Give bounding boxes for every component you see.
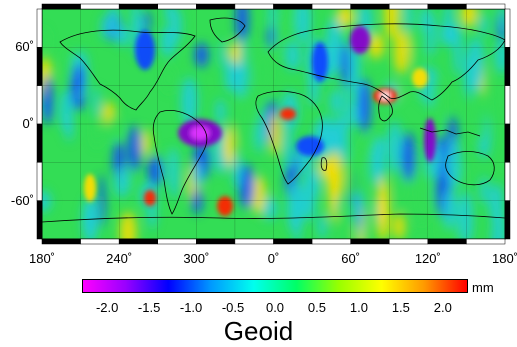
colorbar-unit: mm [472,280,494,295]
colorbar-tick-label: 0.5 [307,300,326,315]
y-tick-label: 0˚ [22,116,34,131]
x-tick-label: 120˚ [414,251,441,266]
colorbar-tick-label: -2.0 [95,300,119,315]
colorbar-tick-label: 1.0 [349,300,368,315]
x-tick-label: 300˚ [183,251,210,266]
colorbar-tick-label: 2.0 [433,300,452,315]
y-tick-label: -60˚ [10,192,34,208]
x-tick-label: 180˚ [491,251,517,266]
colorbar [82,279,468,293]
colorbar-tick-label: -1.0 [179,300,203,315]
x-tick-label: 240˚ [106,251,133,266]
map-border-right [504,8,511,240]
x-tick-label: 180˚ [28,251,56,266]
map-border-top [41,3,506,10]
colorbar-tick-label: 1.5 [391,300,410,315]
colorbar-tick-label: 0.0 [265,300,285,315]
x-tick-label: 0˚ [267,251,280,266]
coastlines [42,17,505,223]
colorbar-tick-label: -1.5 [137,300,161,315]
x-tick-label: 60˚ [341,251,361,266]
colorbar-title: Geoid [223,316,294,346]
map-border-bottom [41,238,506,245]
colorbar-tick-label: -0.5 [221,300,245,315]
geoid-field [42,9,505,239]
y-tick-label: 60˚ [15,39,34,55]
map-border-left [36,8,43,240]
